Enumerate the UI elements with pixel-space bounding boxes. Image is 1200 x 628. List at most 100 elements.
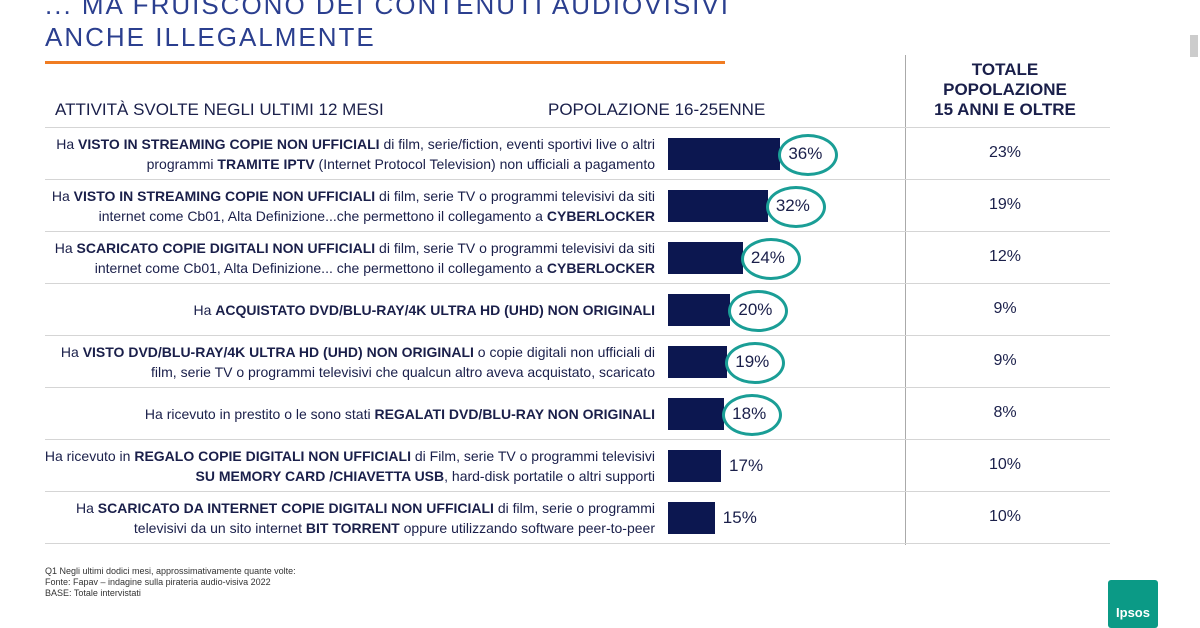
header-line: POPOLAZIONE: [943, 80, 1067, 99]
category-label: Ha SCARICATO DA INTERNET COPIE DIGITALI …: [40, 498, 655, 538]
category-label: Ha VISTO IN STREAMING COPIE NON UFFICIAL…: [40, 186, 655, 226]
category-segment: di film, serie TV o programmi televisivi…: [94, 240, 655, 276]
row-divider: [45, 283, 1110, 284]
category-label: Ha SCARICATO COPIE DIGITALI NON UFFICIAL…: [40, 238, 655, 278]
column-divider: [905, 55, 906, 545]
category-label: Ha ACQUISTATO DVD/BLU-RAY/4K ULTRA HD (U…: [40, 290, 656, 330]
footnote: Fonte: Fapav – indagine sulla pirateria …: [45, 577, 271, 587]
category-segment: Ha ricevuto in: [44, 448, 135, 464]
row-divider: [45, 127, 1110, 128]
category-segment: CYBERLOCKER: [546, 260, 655, 276]
value-label: 24%: [750, 248, 785, 267]
category-segment: VISTO IN STREAMING COPIE NON UFFICIALI: [73, 188, 376, 204]
category-segment: Ha: [193, 302, 216, 318]
row-divider: [45, 335, 1110, 336]
category-segment: di film, serie TV o programmi televisivi…: [98, 188, 655, 224]
category-segment: di Film, serie TV o programmi televisivi: [410, 448, 655, 464]
title-line: ANCHE ILLEGALMENTE: [45, 22, 376, 52]
category-segment: SCARICATO COPIE DIGITALI NON UFFICIALI: [76, 240, 376, 256]
category-segment: TRAMITE IPTV: [217, 156, 315, 172]
total-value: 12%: [988, 248, 1022, 265]
bar: [668, 294, 731, 326]
logo: Ipsos: [1108, 580, 1158, 628]
category-text: Ha VISTO DVD/BLU-RAY/4K ULTRA HD (UHD) N…: [40, 342, 655, 382]
logo-text: Ipsos: [1116, 605, 1150, 620]
total-value: 23%: [988, 144, 1022, 161]
highlight-circle: [722, 394, 783, 436]
category-text: Ha SCARICATO COPIE DIGITALI NON UFFICIAL…: [40, 238, 655, 278]
row-divider: [45, 387, 1110, 388]
category-text: Ha VISTO IN STREAMING COPIE NON UFFICIAL…: [40, 186, 655, 226]
highlight-circle: [728, 290, 789, 332]
title-rule: [45, 61, 725, 64]
total-value: 9%: [993, 300, 1017, 317]
column-header: ATTIVITÀ SVOLTE NEGLI ULTIMI 12 MESI: [55, 100, 384, 119]
category-text: Ha ricevuto in REGALO COPIE DIGITALI NON…: [40, 446, 655, 486]
row-divider: [45, 543, 1110, 544]
total-value: 19%: [988, 196, 1022, 213]
category-segment: SU MEMORY CARD /CHIAVETTA USB: [195, 468, 445, 484]
category-segment: di film, serie/fiction, eventi sportivi …: [146, 136, 655, 172]
highlight-circle: [740, 238, 801, 280]
bar: [668, 242, 743, 274]
total-value: 8%: [993, 404, 1017, 421]
category-segment: o copie digitali non ufficiali di film, …: [151, 344, 655, 380]
category-segment: di film, serie o programmi televisivi da…: [133, 500, 655, 536]
header-line: TOTALE: [971, 60, 1039, 79]
value-label: 19%: [735, 352, 770, 371]
category-segment: Ha: [56, 136, 79, 152]
row-divider: [45, 179, 1110, 180]
category-segment: REGALO COPIE DIGITALI NON UFFICIALI: [134, 448, 411, 464]
category-segment: Ha: [51, 188, 74, 204]
category-segment: Ha: [76, 500, 98, 516]
category-text: Ha ACQUISTATO DVD/BLU-RAY/4K ULTRA HD (U…: [194, 300, 656, 320]
value-label: 32%: [775, 196, 810, 215]
row-divider: [45, 491, 1110, 492]
column-header: POPOLAZIONE 16-25ENNE: [548, 100, 766, 119]
category-segment: VISTO IN STREAMING COPIE NON UFFICIALI: [78, 136, 380, 152]
bar: [668, 398, 725, 430]
bar: [668, 450, 722, 482]
title-line: ... MA FRUISCONO DEI CONTENUTI AUDIOVISI…: [45, 0, 730, 20]
bar: [668, 190, 768, 222]
category-segment: VISTO DVD/BLU-RAY/4K ULTRA HD (UHD) NON …: [82, 344, 474, 360]
category-segment: ACQUISTATO DVD/BLU-RAY/4K ULTRA HD (UHD)…: [215, 302, 655, 318]
category-text: Ha ricevuto in prestito o le sono stati …: [145, 404, 655, 424]
category-segment: SCARICATO DA INTERNET COPIE DIGITALI NON…: [97, 500, 494, 516]
category-segment: oppure utilizzando software peer-to-peer: [399, 520, 655, 536]
category-segment: Ha ricevuto in prestito o le sono stati: [144, 406, 375, 422]
category-label: Ha VISTO IN STREAMING COPIE NON UFFICIAL…: [40, 134, 655, 174]
category-segment: REGALATI DVD/BLU-RAY NON ORIGINALI: [374, 406, 655, 422]
category-label: Ha ricevuto in REGALO COPIE DIGITALI NON…: [40, 446, 655, 486]
value-label: 15%: [722, 508, 757, 527]
category-segment: Ha: [60, 344, 83, 360]
scrollbar: [1190, 35, 1198, 57]
header-line: 15 ANNI E OLTRE: [934, 100, 1076, 119]
footnote: Q1 Negli ultimi dodici mesi, approssimat…: [45, 566, 296, 576]
total-value: 9%: [993, 352, 1017, 369]
category-label: Ha ricevuto in prestito o le sono stati …: [40, 394, 655, 434]
bar: [668, 138, 781, 170]
row-divider: [45, 439, 1110, 440]
highlight-circle: [778, 134, 839, 176]
row-divider: [45, 231, 1110, 232]
bar: [668, 502, 715, 534]
category-segment: , hard-disk portatile o altri supporti: [444, 468, 655, 484]
value-label: 17%: [729, 456, 764, 475]
category-text: Ha VISTO IN STREAMING COPIE NON UFFICIAL…: [40, 134, 655, 174]
highlight-circle: [765, 186, 826, 228]
category-segment: Ha: [54, 240, 77, 256]
highlight-circle: [725, 342, 786, 384]
value-label: 20%: [738, 300, 773, 319]
category-label: Ha VISTO DVD/BLU-RAY/4K ULTRA HD (UHD) N…: [40, 342, 655, 382]
value-label: 36%: [788, 144, 823, 163]
total-value: 10%: [988, 456, 1022, 473]
value-label: 18%: [732, 404, 767, 423]
bar: [668, 346, 728, 378]
total-value: 10%: [988, 508, 1022, 525]
column-header: TOTALE POPOLAZIONE 15 ANNI E OLTRE: [905, 60, 1105, 120]
category-segment: CYBERLOCKER: [546, 208, 655, 224]
category-segment: BIT TORRENT: [305, 520, 400, 536]
category-text: Ha SCARICATO DA INTERNET COPIE DIGITALI …: [40, 498, 655, 538]
